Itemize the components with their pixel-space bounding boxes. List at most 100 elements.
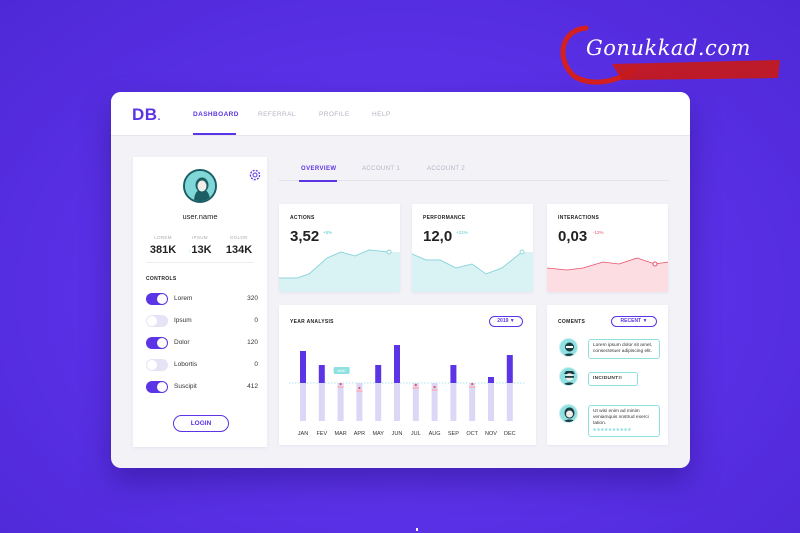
bar-lower-aug [431,383,438,421]
watermark-brush-icon [560,25,780,85]
stat-lorem: LOREM 381K [143,235,183,256]
nav-active-indicator [193,133,236,135]
toggle-switch[interactable] [146,381,168,393]
bar-marker-aug [431,389,438,391]
toggle-switch[interactable] [146,315,168,327]
actions-sparkline [279,249,400,292]
top-nav-bar: DB. DASHBOARD REFERRAL PROFILE HELP [111,92,690,136]
nav-profile[interactable]: PROFILE [319,111,350,118]
bar-jun [394,345,400,383]
control-lorem: Lorem 320 [146,293,258,307]
bar-lower-dec [506,383,513,421]
bar-may [375,365,382,383]
dashboard-window: DB. DASHBOARD REFERRAL PROFILE HELP user… [111,92,690,468]
toggle-switch[interactable] [146,359,168,371]
nav-dashboard[interactable]: DASHBOARD [193,111,239,118]
control-label: Dolor [174,339,190,346]
metric-delta: +5% [323,230,333,235]
stat-value: 134K [225,244,253,256]
bar-dot-apr [358,386,361,390]
controls-title: CONTROLS [146,276,177,282]
control-lobortis: Lobortis 0 [146,359,258,373]
comment-bubble: Lorem ipsum dolor sit amet, consectetuer… [588,339,660,359]
dropdown-caret-icon: ▼ [642,318,648,324]
bar-marker-oct [469,386,476,388]
watermark-brand: Gonukkad.com [586,36,751,60]
bar-lower-apr [356,383,363,421]
gear-icon[interactable] [248,168,262,182]
x-tick-label: NOV [485,431,497,437]
metric-value: 12,0 [423,228,453,245]
tab-account-2[interactable]: ACCOUNT 2 [427,166,466,172]
bar-nov [488,377,494,383]
recent-filter-select[interactable]: RECENT ▼ [611,316,657,327]
commenter-avatar[interactable] [559,338,578,357]
stat-label: DOLOR [230,235,248,240]
toggle-switch[interactable] [146,337,168,349]
x-tick-label: AUG [429,431,441,437]
person-icon [562,371,577,385]
year-analysis-title: YEAR ANALYSIS [290,319,334,325]
bar-lower-may [375,383,382,421]
dropdown-caret-icon: ▼ [509,318,515,324]
commenter-avatar[interactable] [559,367,578,386]
bar-dot-jul [414,383,417,387]
bar-marker-apr [356,390,363,392]
control-label: Lorem [174,295,193,302]
control-label: Ipsum [174,317,192,324]
app-logo[interactable]: DB. [132,105,161,124]
stat-value: ↑13K [188,244,212,256]
control-value: 320 [247,295,258,302]
metric-value: 0,03 [558,228,588,245]
tab-account-1[interactable]: ACCOUNT 1 [362,166,401,172]
year-select[interactable]: 2019 ▼ [489,316,523,327]
user-avatar-icon [185,171,215,201]
bar-dec [506,355,513,383]
metric-delta: -12% [593,230,604,235]
avatar[interactable] [183,169,217,203]
x-tick-label: JUL [411,431,421,437]
metric-card-performance[interactable]: PERFORMANCE 12,0 +21% [412,204,533,292]
metric-card-interactions[interactable]: INTERACTIONS 0,03 -12% [547,204,668,292]
tab-overview[interactable]: OVERVIEW [301,166,337,172]
x-tick-label: FEV [316,431,327,437]
metric-title: PERFORMANCE [423,215,466,221]
comment-bubble: INCIDUNT!! [588,372,638,386]
control-suscipit: Suscipit 412 [146,381,258,395]
metric-value: 3,52 [290,228,320,245]
stat-label: IPSUM [192,235,208,240]
comment-bubble: Ut wisi enim ad minim veniamquis nostrud… [588,405,660,437]
bar-dot-mar [339,382,342,386]
nav-referral[interactable]: REFERRAL [258,111,296,118]
stat-dolor: DOLOR 134K [219,235,259,256]
x-tick-label: DEC [504,431,516,437]
performance-sparkline [412,249,533,292]
divider [146,262,254,263]
control-value: 0 [254,317,258,324]
x-tick-label: MAR [334,431,346,437]
comments-card: COMENTS RECENT ▼ Lorem ipsum dolor sit a… [547,305,668,445]
cursor-mark [416,528,418,531]
control-value: 120 [247,339,258,346]
bar-marker-mar [337,386,344,388]
nav-help[interactable]: HELP [372,111,391,118]
username: user.name [182,212,218,221]
stat-value: 381K [149,244,177,256]
x-tick-label: OCT [466,431,478,437]
login-button[interactable]: LOGIN [173,415,229,432]
metric-card-actions[interactable]: ACTIONS 3,52 +5% [279,204,400,292]
toggle-switch[interactable] [146,293,168,305]
bar-dot-oct [471,382,474,386]
control-ipsum: Ipsum 0 [146,315,258,329]
commenter-avatar[interactable] [559,404,578,423]
bar-lower-jun [394,383,400,421]
x-tick-label: MAY [372,431,384,437]
control-dolor: Dolor 120 [146,337,258,351]
tabs-divider [279,180,669,181]
bar-lower-sep [450,383,457,421]
bar-fev [318,365,325,383]
bar-lower-oct [469,383,476,421]
metric-delta: +21% [456,230,468,235]
bar-lower-nov [488,383,494,421]
x-tick-label: JUN [392,431,403,437]
